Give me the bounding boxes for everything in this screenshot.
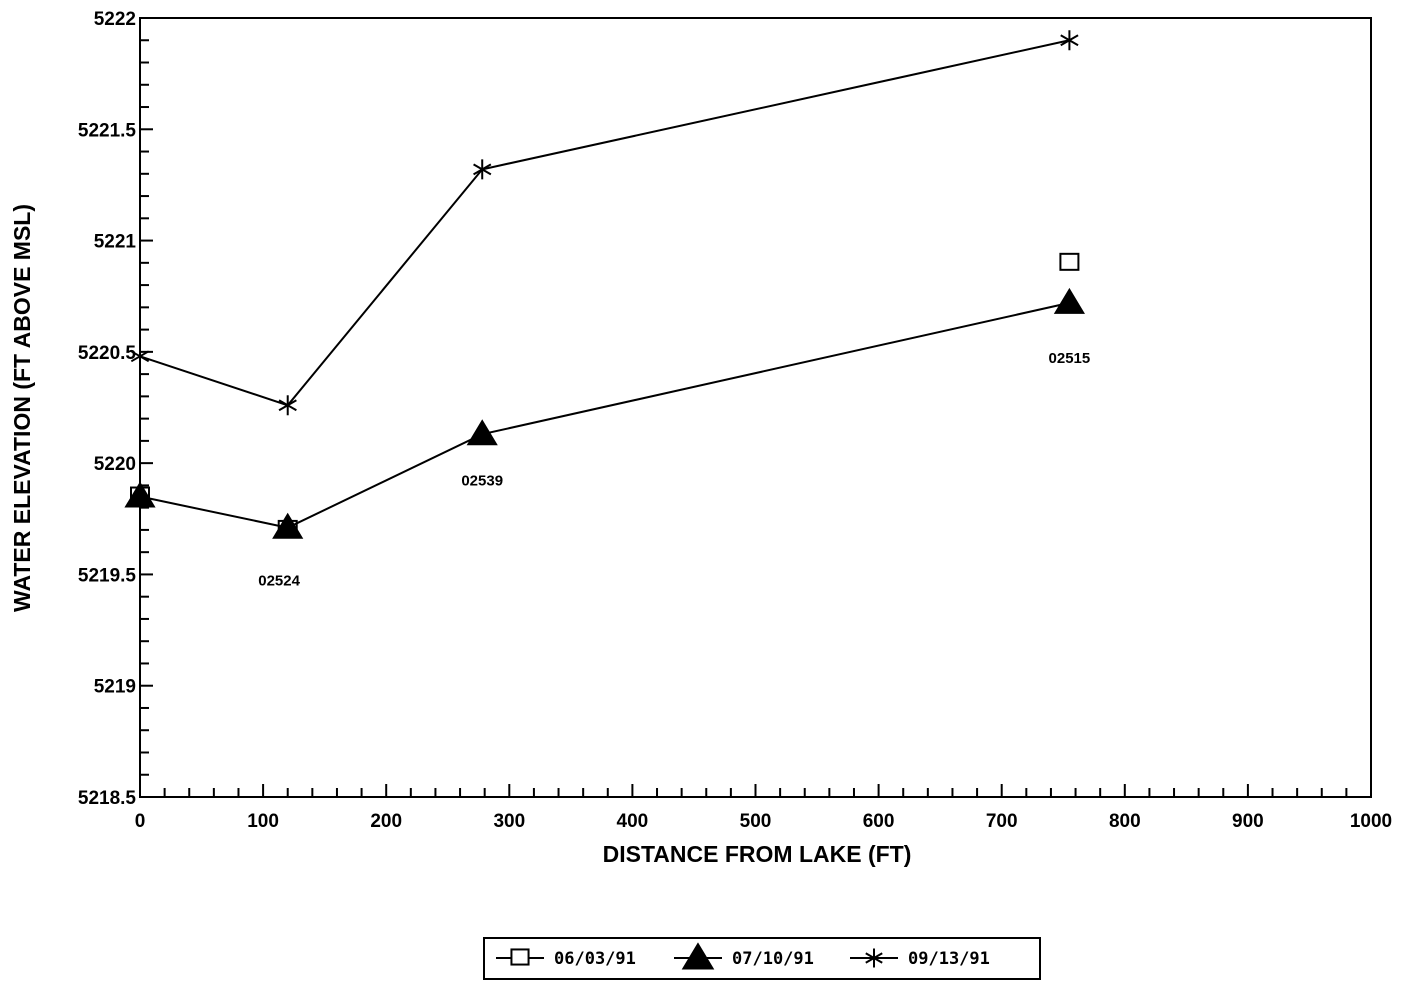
x-tick-label: 200 <box>370 811 402 832</box>
data-point-asterisk <box>473 159 492 180</box>
y-tick-label: 5220.5 <box>78 343 137 364</box>
y-axis-ticks <box>140 17 153 798</box>
well-label: 02515 <box>1049 350 1091 367</box>
x-tick-label: 500 <box>740 811 772 832</box>
y-tick-label: 5219 <box>94 677 136 698</box>
legend-marker-square <box>510 948 530 966</box>
series-triangle <box>124 287 1085 539</box>
well-label: 02524 <box>258 573 300 590</box>
x-tick-label: 300 <box>493 811 525 832</box>
y-tick-label: 5221 <box>94 232 137 253</box>
legend-box <box>483 937 1041 980</box>
data-point-triangle <box>1053 287 1085 314</box>
legend-item: 06/03/91 <box>496 948 636 969</box>
y-tick-label: 5220 <box>94 454 136 475</box>
series-square <box>130 252 1080 538</box>
x-tick-label: 100 <box>247 811 279 832</box>
y-axis-tick-labels: 5218.5 5219 5219.5 5220 5220.5 5221 5221.5 5222 <box>78 9 137 809</box>
well-label: 02539 <box>461 472 503 489</box>
series-line <box>139 301 1070 529</box>
x-axis-title: DISTANCE FROM LAKE (FT) <box>603 841 912 867</box>
x-tick-label: 0 <box>135 811 146 832</box>
x-axis-tick-labels: 0 100 200 300 400 500 600 700 800 900 1000 <box>135 811 1392 832</box>
legend-item: 07/10/91 <box>674 942 814 970</box>
x-tick-label: 800 <box>1109 811 1141 832</box>
y-axis-title: WATER ELEVATION (FT ABOVE MSL) <box>9 204 35 612</box>
plot-frame <box>139 17 1372 798</box>
legend: 06/03/91 07/10/91 09/13/91 <box>483 937 1041 980</box>
series-asterisk <box>130 30 1079 416</box>
series-line <box>139 39 1070 407</box>
legend-label: 09/13/91 <box>908 949 990 969</box>
data-point-square <box>1059 252 1080 271</box>
data-point-asterisk <box>130 346 150 367</box>
x-axis-ticks <box>139 784 1372 797</box>
well-annotations: 02524 02539 02515 <box>258 350 1090 590</box>
data-point-triangle <box>124 481 156 508</box>
data-point-triangle <box>272 512 304 539</box>
legend-marker-asterisk <box>865 948 883 968</box>
data-point-triangle <box>466 419 498 446</box>
legend-items: 06/03/91 07/10/91 09/13/91 <box>496 942 990 970</box>
data-point-asterisk <box>1060 30 1079 51</box>
y-tick-label: 5219.5 <box>78 565 137 586</box>
y-tick-label: 5222 <box>94 9 136 30</box>
x-tick-label: 1000 <box>1350 811 1392 832</box>
legend-label: 06/03/91 <box>554 949 636 969</box>
y-tick-label: 5218.5 <box>78 788 137 809</box>
x-tick-label: 700 <box>986 811 1018 832</box>
data-point-asterisk <box>278 395 297 416</box>
x-tick-label: 600 <box>863 811 895 832</box>
legend-marker-triangle <box>681 942 715 970</box>
series-layer <box>124 30 1085 539</box>
legend-item: 09/13/91 <box>850 948 990 969</box>
y-tick-label: 5221.5 <box>78 120 137 141</box>
x-tick-label: 400 <box>617 811 649 832</box>
x-tick-label: 900 <box>1232 811 1264 832</box>
legend-label: 07/10/91 <box>732 949 814 969</box>
